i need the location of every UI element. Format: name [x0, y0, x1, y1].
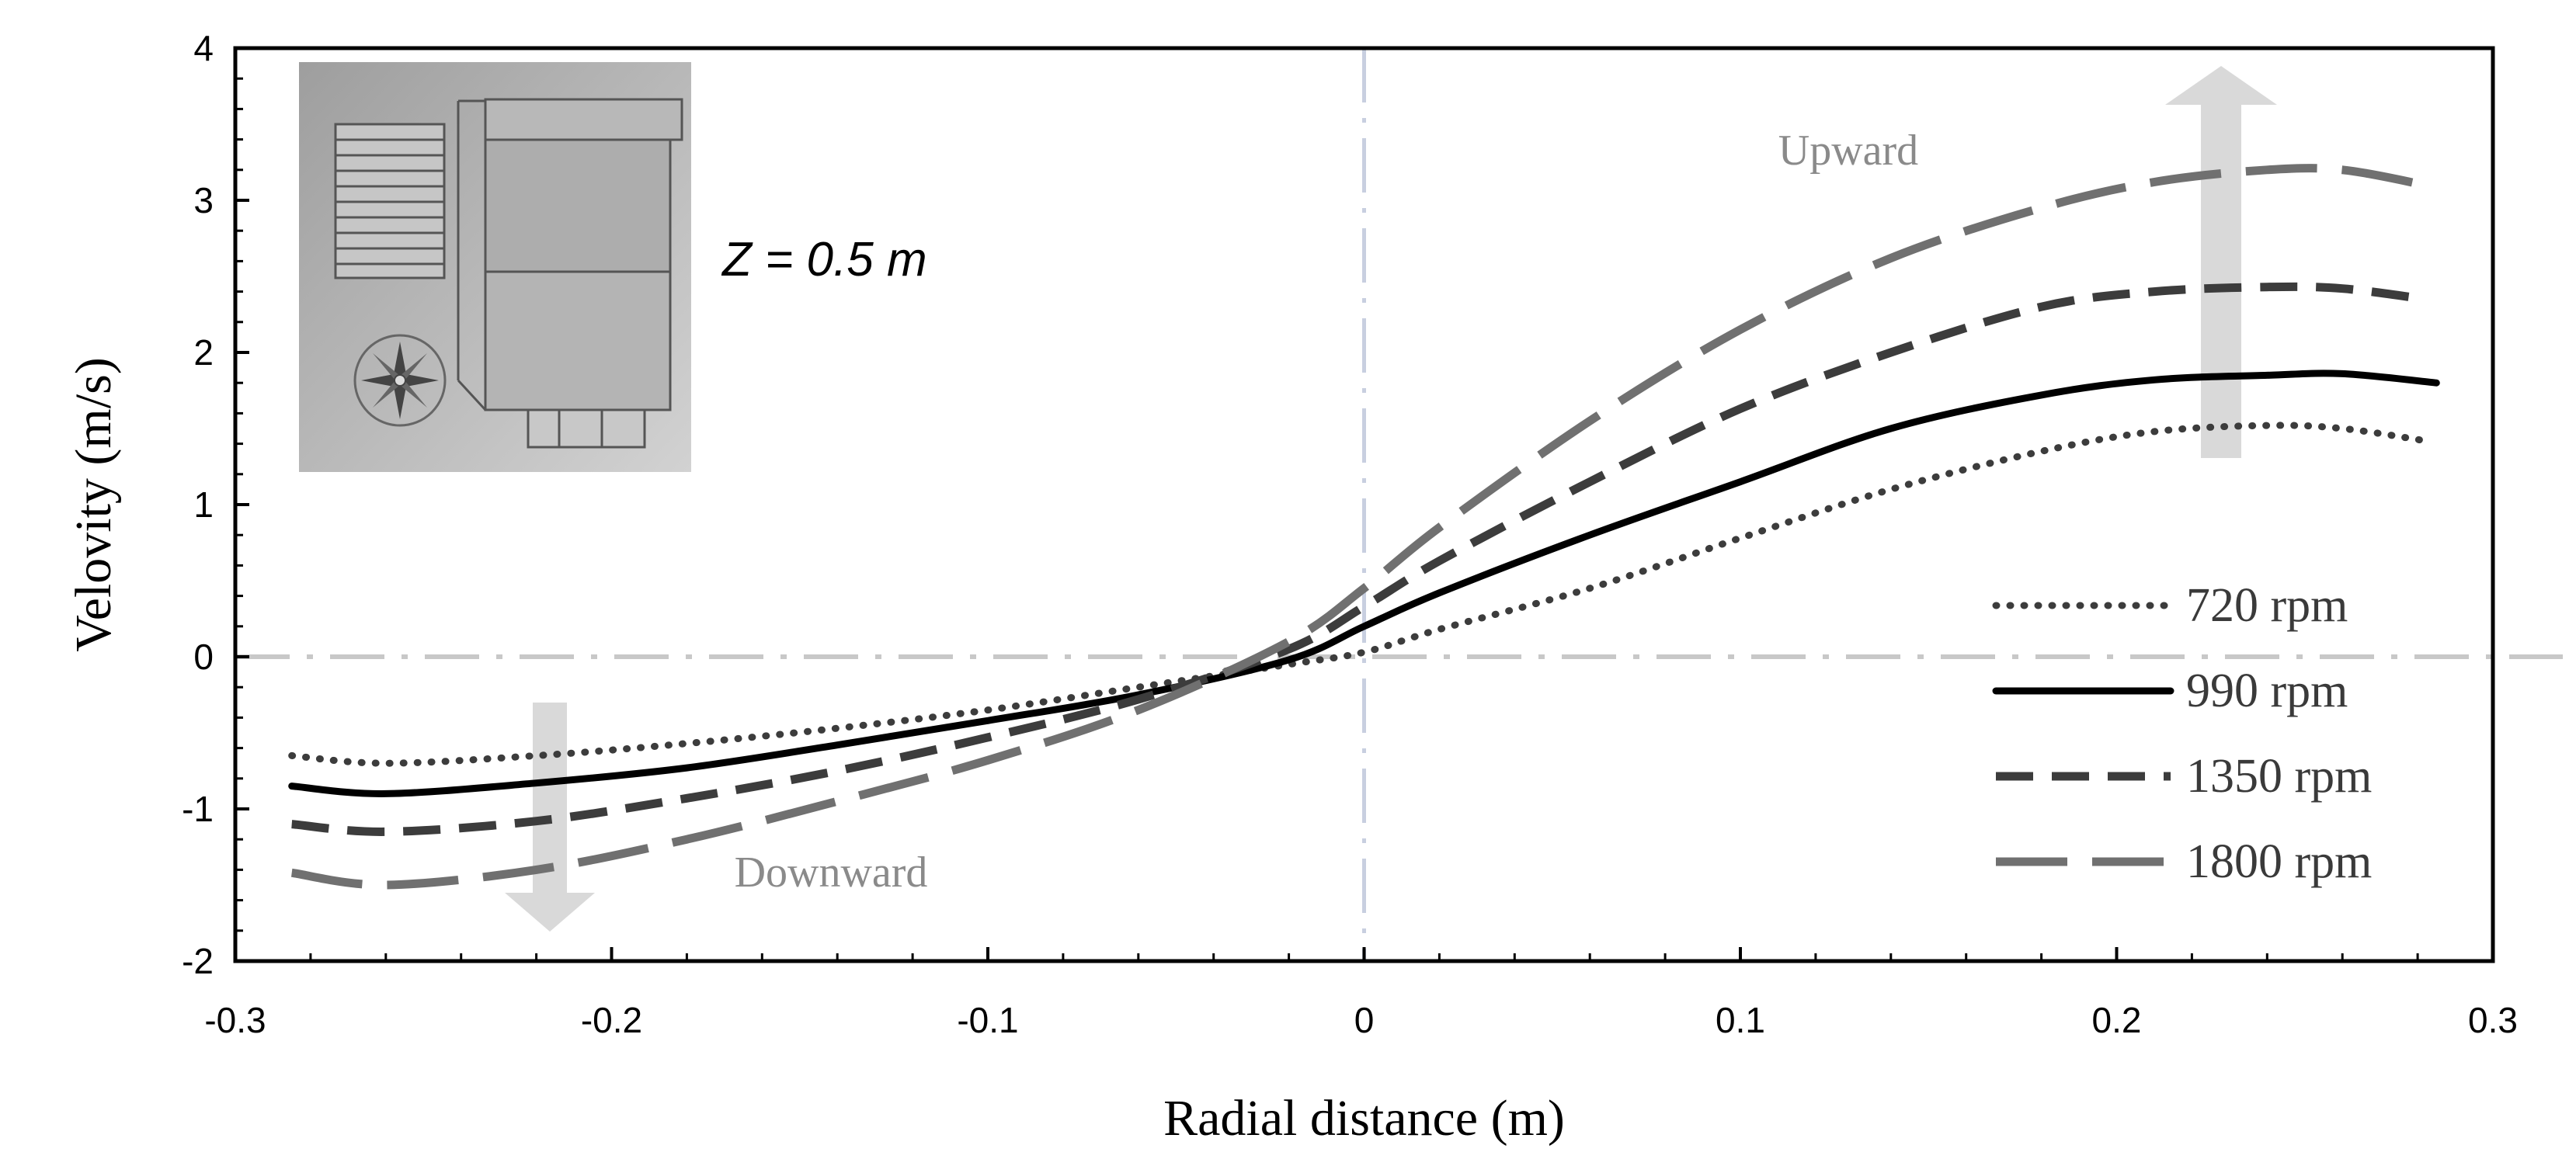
x-tick-label: 0.1: [1716, 1000, 1765, 1040]
legend-label-990-rpm: 990 rpm: [2186, 665, 2348, 717]
series-line-990-rpm: [288, 370, 2440, 797]
downward-annotation: Downward: [735, 849, 928, 897]
legend-label-720-rpm: 720 rpm: [2186, 579, 2348, 632]
x-tick-label: 0.2: [2092, 1000, 2142, 1040]
series-line-1350-rpm: [291, 282, 2426, 836]
y-axis-title: Velovity (m/s): [65, 357, 122, 651]
legend-label-1350-rpm: 1350 rpm: [2186, 750, 2372, 803]
x-tick-label: -0.3: [204, 1000, 266, 1040]
inset-tank: [457, 98, 683, 449]
y-tick-label: 1: [193, 484, 214, 525]
x-tick-label: 0.3: [2468, 1000, 2518, 1040]
series-line-720-rpm: [288, 422, 2429, 767]
y-tick-label: 0: [193, 637, 214, 677]
y-tick-label: -2: [182, 941, 214, 981]
legend: 720 rpm 990 rpm 1350 rpm 1800 rpm: [1992, 579, 2372, 888]
tick-group: -0.3 -0.2 -0.1 0 0.1 0.2 0.3 -2 -1 0 1 2 3 4: [182, 28, 2518, 1040]
y-tick-label: 2: [193, 332, 214, 373]
series-line-1800-rpm: [290, 164, 2426, 890]
series-group: [288, 164, 2440, 890]
upward-annotation: Upward: [1778, 127, 1918, 175]
upward-arrow-icon: [2165, 66, 2277, 458]
x-tick-label: -0.2: [581, 1000, 642, 1040]
y-tick-label: 4: [193, 28, 214, 68]
x-tick-label: -0.1: [957, 1000, 1018, 1040]
impeller-icon: [353, 334, 447, 427]
inset-fins: [334, 123, 446, 279]
inset-schematic: [299, 62, 691, 472]
legend-label-1800-rpm: 1800 rpm: [2186, 835, 2372, 888]
x-tick-label: 0: [1354, 1000, 1375, 1040]
y-tick-label: 3: [193, 180, 214, 220]
inset-z-label: Z = 0.5 m: [721, 233, 927, 286]
x-axis-title: Radial distance (m): [1163, 1090, 1565, 1147]
y-tick-label: -1: [182, 789, 214, 829]
